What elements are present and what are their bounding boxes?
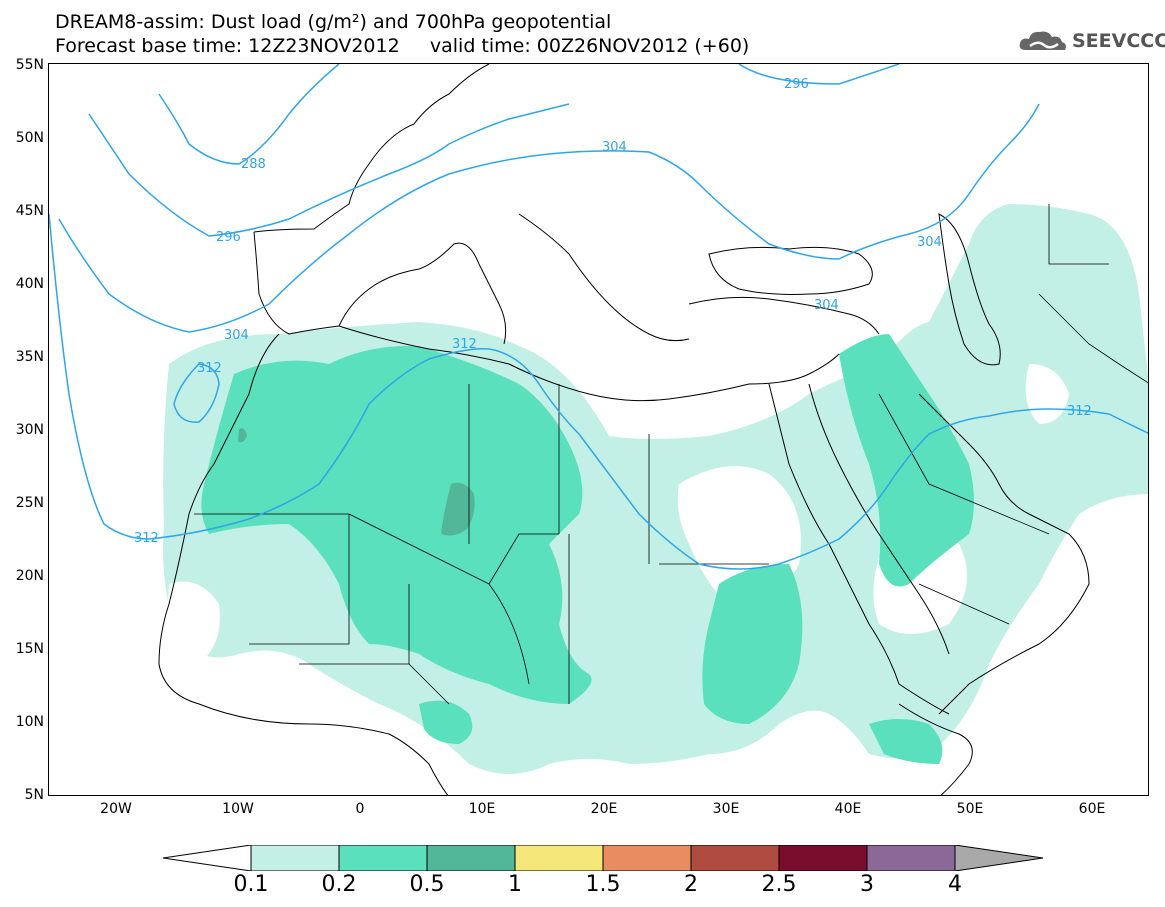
colorbar-label-5: 2 xyxy=(684,872,698,897)
colorbar-segment-7 xyxy=(866,845,956,871)
colorbar-segment-4 xyxy=(602,845,692,871)
geopotential-contours xyxy=(49,64,1148,570)
colorbar-over-triangle xyxy=(954,845,1043,871)
contour-label-304-west: 304 xyxy=(224,328,249,343)
lat-label-50n: 50N xyxy=(15,130,44,146)
lat-label-40n: 40N xyxy=(15,276,44,292)
colorbar-segment-1 xyxy=(338,845,428,871)
colorbar-label-4: 1.5 xyxy=(585,872,621,897)
colorbar-label-6: 2.5 xyxy=(761,872,797,897)
lon-label-50e: 50E xyxy=(956,801,984,817)
colorbar-label-1: 0.2 xyxy=(321,872,357,897)
contour-label-312-north: 312 xyxy=(452,337,477,352)
lat-label-10n: 10N xyxy=(15,714,44,730)
contour-label-296-east: 296 xyxy=(784,77,809,92)
lon-label-20e: 20E xyxy=(590,801,618,817)
contour-label-304-cyprus: 304 xyxy=(814,298,839,313)
contour-label-312-west: 312 xyxy=(134,531,159,546)
lon-label-40e: 40E xyxy=(834,801,862,817)
colorbar-segment-6 xyxy=(778,845,868,871)
lon-label-0: 0 xyxy=(355,801,365,817)
colorbar-label-2: 0.5 xyxy=(409,872,445,897)
lat-label-5n: 5N xyxy=(24,787,44,803)
lat-label-45n: 45N xyxy=(15,203,44,219)
lon-label-10w: 10W xyxy=(222,801,254,817)
colorbar-segment-5 xyxy=(690,845,780,871)
map-title-line2: Forecast base time: 12Z23NOV2012 valid t… xyxy=(55,35,750,57)
cloud-icon xyxy=(1019,31,1066,50)
colorbar-segment-3 xyxy=(514,845,604,871)
lat-label-30n: 30N xyxy=(15,422,44,438)
contour-labels: 296 288 304 296 304 304 304 312 312 312 … xyxy=(134,77,1092,546)
logo-text: SEEVCCC xyxy=(1072,30,1165,52)
contour-label-296-west: 296 xyxy=(216,230,241,245)
colorbar-under-triangle xyxy=(163,845,252,871)
colorbar-segment-2 xyxy=(426,845,516,871)
colorbar-segments xyxy=(250,845,956,871)
lat-label-20n: 20N xyxy=(15,568,44,584)
contour-label-288: 288 xyxy=(241,157,266,172)
colorbar-label-8: 4 xyxy=(948,872,962,897)
seevccc-logo: SEEVCCC xyxy=(1018,26,1165,56)
lat-label-55n: 55N xyxy=(15,57,44,73)
coastlines xyxy=(158,64,1148,795)
lat-label-15n: 15N xyxy=(15,641,44,657)
colorbar-label-7: 3 xyxy=(860,872,874,897)
colorbar-segment-0 xyxy=(250,845,340,871)
map-title-line1: DREAM8-assim: Dust load (g/m²) and 700hP… xyxy=(55,11,612,33)
dust-layer-dark xyxy=(238,428,475,536)
contour-label-304-canary: 312 xyxy=(197,361,222,376)
lon-label-10e: 10E xyxy=(468,801,496,817)
map-canvas: 296 288 304 296 304 304 304 312 312 312 … xyxy=(49,64,1148,795)
map-panel: 296 288 304 296 304 304 304 312 312 312 … xyxy=(48,63,1149,796)
colorbar-label-0: 0.1 xyxy=(233,872,269,897)
contour-label-304-east: 304 xyxy=(917,235,942,250)
colorbar xyxy=(163,845,1043,871)
lon-label-60e: 60E xyxy=(1078,801,1106,817)
lon-label-30e: 30E xyxy=(712,801,740,817)
contour-label-304-center: 304 xyxy=(602,140,627,155)
lat-label-35n: 35N xyxy=(15,349,44,365)
contour-label-312-east: 312 xyxy=(1067,404,1092,419)
colorbar-label-3: 1 xyxy=(508,872,522,897)
lon-label-20w: 20W xyxy=(100,801,132,817)
lat-label-25n: 25N xyxy=(15,495,44,511)
